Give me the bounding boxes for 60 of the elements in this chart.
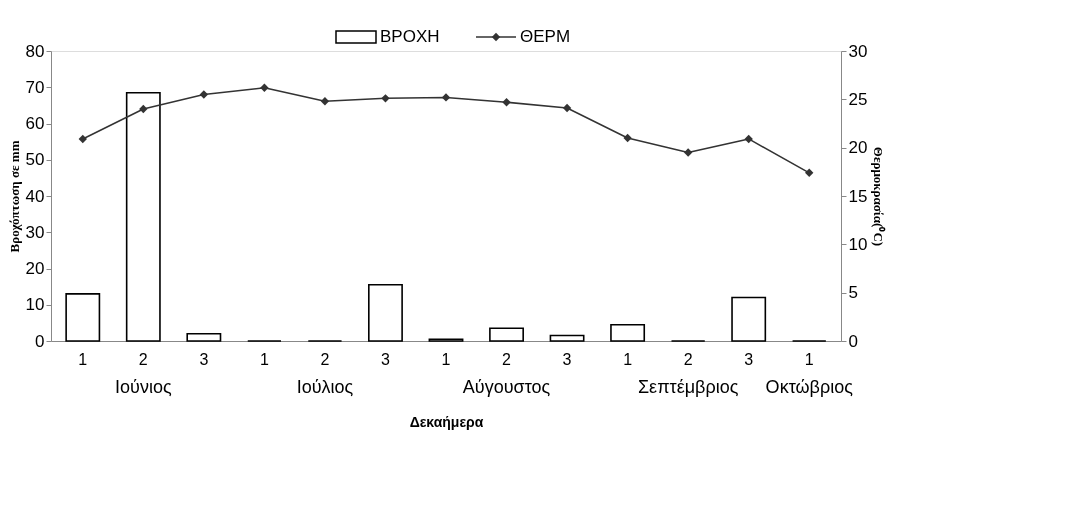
text: Αύγουστος — [462, 377, 551, 397]
bar — [731, 296, 767, 342]
bar — [186, 332, 222, 342]
x-tick-label: 1 — [623, 350, 633, 368]
x-tick-label: 1 — [259, 350, 269, 368]
point — [381, 94, 390, 103]
point — [683, 148, 693, 157]
y2-tick-label: 30 — [848, 41, 868, 61]
x-tick-label: 3 — [562, 350, 572, 368]
point — [320, 97, 330, 106]
text: Ιούλιος — [296, 377, 354, 397]
legend-label: ΒΡΟΧΗ — [380, 27, 440, 46]
x-axis-title: Δεκαήμερα — [409, 413, 484, 430]
y-tick-label: 50 — [25, 150, 45, 170]
text: Σεπτέμβριος — [637, 377, 739, 397]
point — [199, 90, 209, 99]
x-tick-label: 2 — [320, 350, 330, 368]
y-tick-label: 60 — [25, 114, 45, 133]
y-tick-label: 0 — [35, 331, 45, 351]
legend-label: ΘΕΡΜ — [520, 27, 571, 46]
x-tick-label: 3 — [199, 350, 209, 368]
point — [441, 93, 451, 102]
x-tick-label: 1 — [78, 350, 88, 368]
point — [744, 134, 753, 144]
y-tick-label: 40 — [25, 186, 45, 206]
bar — [125, 91, 161, 342]
y2-tick-label: 0 — [848, 331, 858, 351]
x-tick-label: 2 — [502, 350, 512, 368]
y2-tick-label: 25 — [848, 89, 868, 109]
point — [260, 83, 269, 92]
text: Ιούνιος — [115, 377, 172, 397]
point — [78, 134, 87, 144]
point — [562, 103, 572, 113]
text: Οκτώβριος — [765, 377, 854, 397]
point — [623, 133, 632, 143]
point — [502, 98, 511, 107]
y-tick-label: 30 — [25, 222, 45, 242]
y2-tick-label: 10 — [848, 234, 868, 254]
y2-tick-label: 15 — [848, 186, 868, 206]
y2-tick-label: 20 — [848, 138, 868, 158]
bar — [368, 284, 403, 342]
bar — [65, 293, 101, 342]
y-tick-label: 20 — [25, 259, 45, 278]
bar — [610, 323, 646, 342]
x-tick-label: 2 — [138, 350, 148, 368]
point — [139, 104, 148, 114]
x-tick-label: 3 — [744, 350, 754, 368]
y-tick-label: 10 — [25, 295, 45, 315]
y2-tick-label: 5 — [848, 283, 858, 303]
y-tick-label: 70 — [25, 77, 45, 97]
y2-axis-title: Θερμοκρασία(⁰C) — [871, 146, 887, 247]
point — [805, 168, 814, 177]
bar — [549, 334, 585, 342]
x-tick-label: 1 — [804, 350, 814, 368]
x-tick-label: 1 — [441, 350, 451, 368]
x-tick-label: 3 — [381, 350, 391, 368]
y-tick-label: 80 — [25, 41, 45, 61]
bar — [489, 327, 524, 342]
y-axis-title: Βροχόπτωση σε mm — [6, 140, 22, 253]
x-tick-label: 2 — [683, 350, 693, 368]
